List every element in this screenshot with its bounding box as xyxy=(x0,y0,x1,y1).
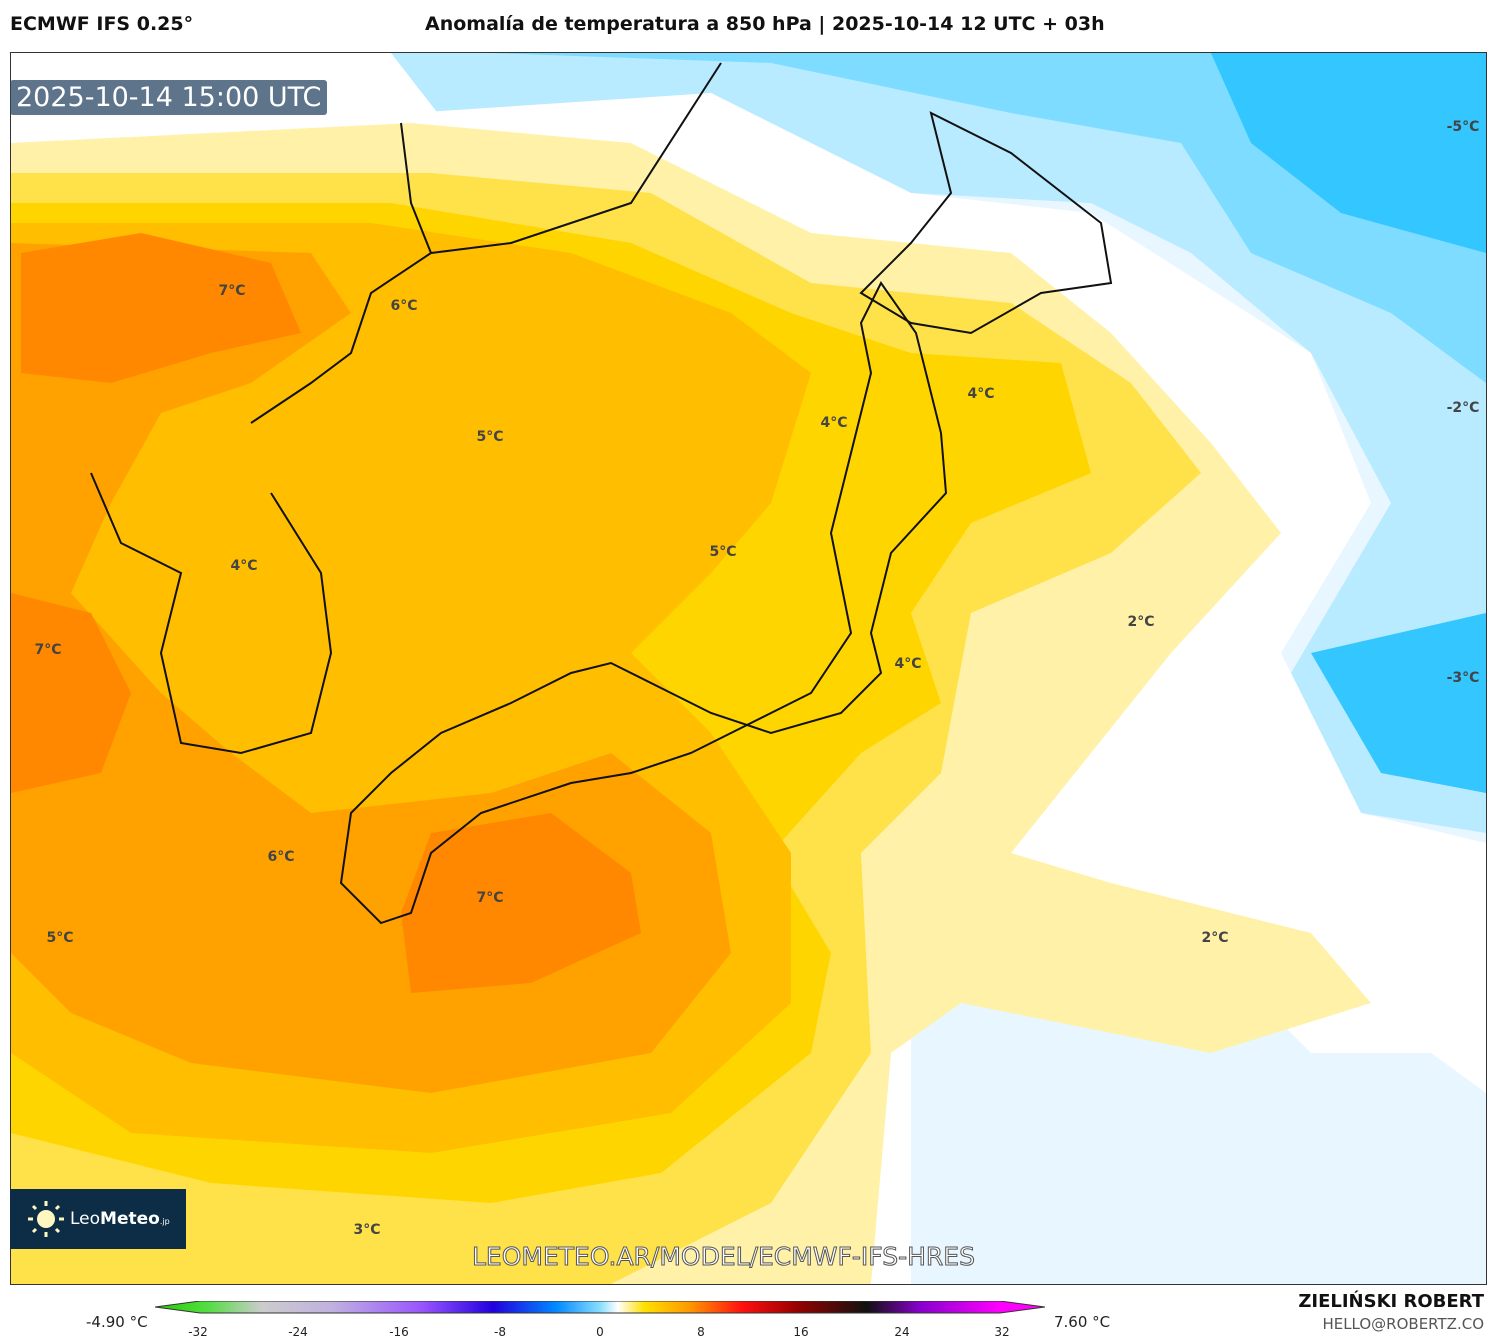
legend-tick: -24 xyxy=(288,1325,308,1339)
legend-max: 7.60 °C xyxy=(1054,1313,1111,1331)
warm-7b xyxy=(11,593,131,793)
warm-7a xyxy=(21,233,301,383)
valid-time-badge: 2025-10-14 15:00 UTC xyxy=(10,80,328,115)
contour-label: 4°C xyxy=(230,558,258,574)
color-scale-bar xyxy=(155,1301,1045,1314)
contour-label: 6°C xyxy=(267,849,295,865)
legend-tick: -32 xyxy=(188,1325,208,1339)
cold-area-2 xyxy=(391,53,1486,833)
legend-tick: 8 xyxy=(697,1325,705,1339)
legend-min: -4.90 °C xyxy=(86,1313,148,1331)
legend-tick: -16 xyxy=(389,1325,409,1339)
map-canvas xyxy=(11,53,1486,1284)
contour-label: 5°C xyxy=(46,930,74,946)
korea-coastline xyxy=(90,252,432,755)
logo-text: LeoMeteo.jp xyxy=(70,1209,170,1229)
warm-7c xyxy=(401,813,641,993)
model-name: ECMWF IFS 0.25° xyxy=(10,13,194,35)
hokkaido-coastline xyxy=(859,111,1113,335)
contour-label: -2°C xyxy=(1446,400,1480,416)
cold-area-5b xyxy=(1311,613,1486,793)
russia-coastline xyxy=(400,62,722,255)
legend-tick: 16 xyxy=(793,1325,809,1339)
legend-tick: 32 xyxy=(994,1325,1010,1339)
contour-label: 4°C xyxy=(894,656,922,672)
contour-label: 2°C xyxy=(1201,930,1229,946)
contour-label: 5°C xyxy=(709,544,737,560)
contour-label: 6°C xyxy=(390,298,418,314)
contour-label: 3°C xyxy=(353,1222,381,1238)
contour-label: 4°C xyxy=(967,386,995,402)
contour-label: 2°C xyxy=(1127,614,1155,630)
watermark-url: LEOMETEO.AR/MODEL/ECMWF-IFS-HRES xyxy=(472,1242,976,1272)
legend-tick: 0 xyxy=(596,1325,604,1339)
legend-tick: 24 xyxy=(894,1325,910,1339)
contour-label: 4°C xyxy=(820,415,848,431)
author-name: ZIELIŃSKI ROBERT xyxy=(1298,1291,1484,1312)
cold-area-5 xyxy=(1211,53,1486,253)
author-email[interactable]: HELLO@ROBERTZ.CO xyxy=(1322,1315,1484,1333)
cold-area-3 xyxy=(491,53,1486,383)
contour-label: 7°C xyxy=(476,890,504,906)
sun-icon xyxy=(28,1201,64,1237)
contour-label: 7°C xyxy=(34,642,62,658)
contour-label: -5°C xyxy=(1446,119,1480,135)
japan-coastline xyxy=(339,281,948,925)
leometeo-logo[interactable]: LeoMeteo.jp xyxy=(10,1189,186,1249)
contour-label: 5°C xyxy=(476,429,504,445)
contour-label: -3°C xyxy=(1446,670,1480,686)
contour-label: 7°C xyxy=(218,283,246,299)
chart-title: Anomalía de temperatura a 850 hPa | 2025… xyxy=(425,13,1105,35)
temperature-anomaly-map[interactable]: 7°C 6°C 5°C 4°C 4°C -5°C -2°C 4°C 5°C 7°… xyxy=(10,52,1487,1285)
legend-tick: -8 xyxy=(494,1325,506,1339)
